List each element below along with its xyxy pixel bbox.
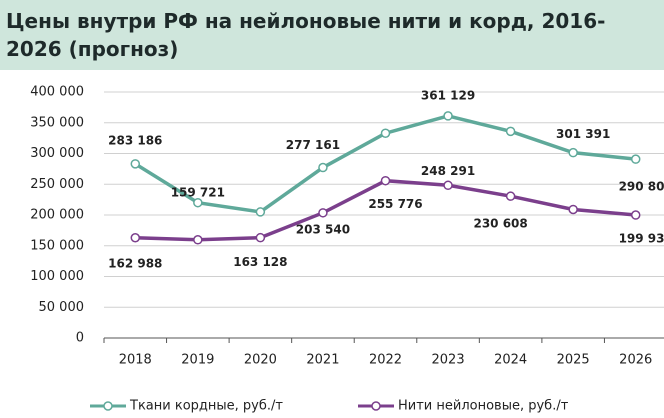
legend-marker bbox=[103, 401, 113, 411]
point bbox=[130, 233, 141, 243]
point bbox=[505, 191, 516, 201]
point bbox=[193, 235, 203, 245]
point bbox=[380, 175, 391, 186]
x-tick-label: 2024 bbox=[494, 353, 527, 368]
point bbox=[318, 208, 328, 218]
x-tick-label: 2026 bbox=[619, 353, 652, 368]
x-tick-label: 2019 bbox=[181, 353, 214, 368]
data-label: 361 129 bbox=[421, 88, 475, 102]
data-label: 290 802 bbox=[619, 180, 664, 194]
point bbox=[568, 204, 578, 215]
chart-title: Цены внутри РФ на нейлоновые нити и корд… bbox=[0, 0, 664, 70]
y-tick-label: 350 000 bbox=[30, 115, 84, 130]
point bbox=[443, 180, 453, 191]
point bbox=[318, 162, 328, 173]
legend-label: Нити нейлоновые, руб./т bbox=[398, 399, 569, 414]
point bbox=[193, 197, 203, 208]
legend-marker bbox=[371, 401, 381, 411]
x-tick-label: 2021 bbox=[306, 353, 339, 368]
x-tick-label: 2020 bbox=[244, 353, 277, 368]
data-label: 277 161 bbox=[286, 138, 340, 152]
point bbox=[630, 210, 641, 220]
point bbox=[380, 128, 391, 138]
point bbox=[505, 126, 516, 137]
y-tick-label: 150 000 bbox=[30, 238, 84, 253]
data-label: 301 391 bbox=[556, 127, 610, 141]
data-label: 203 540 bbox=[296, 222, 350, 236]
point bbox=[443, 111, 453, 121]
data-label: 159 721 bbox=[171, 185, 225, 199]
data-label: 248 291 bbox=[421, 164, 475, 178]
y-tick-label: 0 bbox=[76, 331, 84, 346]
x-tick-label: 2025 bbox=[557, 353, 590, 368]
legend-label: Ткани кордные, руб./т bbox=[129, 399, 283, 414]
y-tick-label: 400 000 bbox=[30, 85, 84, 100]
x-tick-label: 2018 bbox=[119, 353, 152, 368]
point bbox=[568, 147, 578, 158]
x-tick-label: 2023 bbox=[432, 353, 465, 368]
y-tick-label: 300 000 bbox=[30, 146, 84, 161]
data-label: 162 988 bbox=[108, 256, 162, 270]
data-label: 163 128 bbox=[233, 255, 287, 269]
point bbox=[130, 159, 141, 169]
point bbox=[630, 154, 641, 164]
data-label: 283 186 bbox=[108, 133, 162, 147]
data-label: 255 776 bbox=[368, 197, 422, 211]
data-label: 199 938 bbox=[619, 232, 664, 246]
y-tick-label: 200 000 bbox=[30, 208, 84, 223]
point bbox=[255, 207, 266, 217]
data-label: 230 608 bbox=[473, 217, 527, 231]
y-tick-label: 250 000 bbox=[30, 177, 84, 192]
point bbox=[255, 232, 266, 243]
y-tick-label: 50 000 bbox=[39, 300, 85, 315]
x-tick-label: 2022 bbox=[369, 353, 402, 368]
y-tick-label: 100 000 bbox=[30, 269, 84, 284]
